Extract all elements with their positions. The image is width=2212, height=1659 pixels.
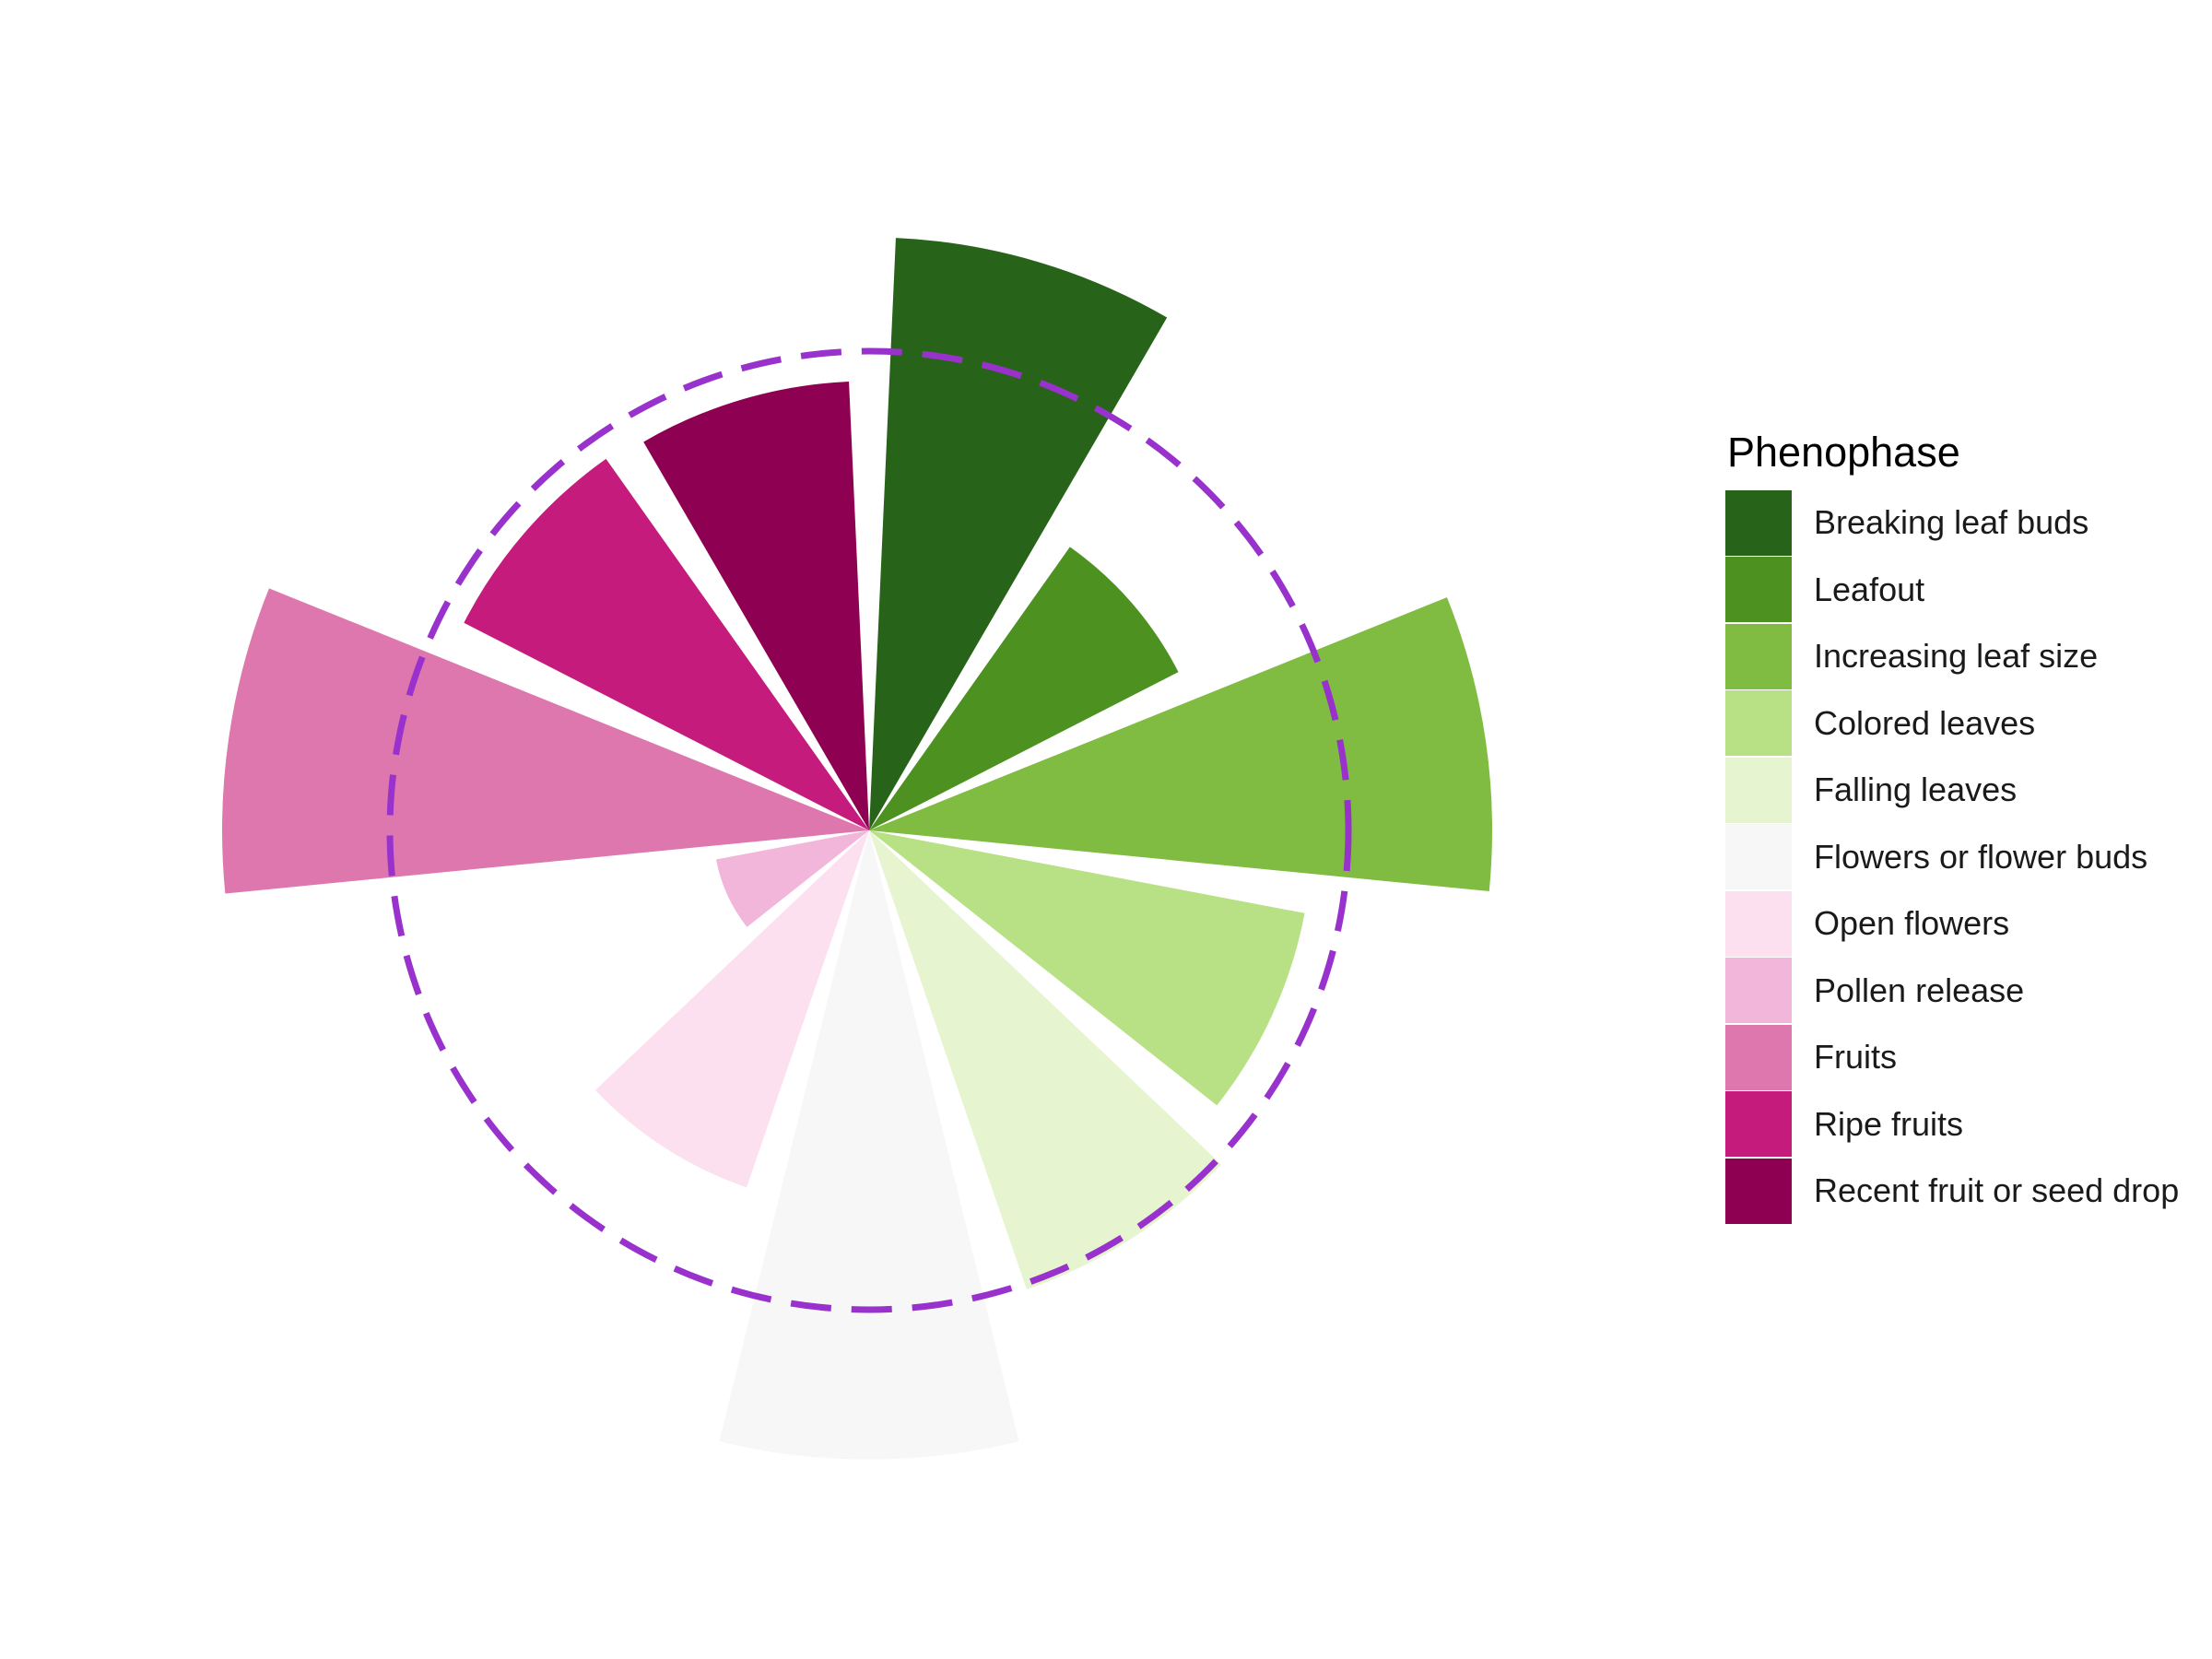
legend-key-open-flowers <box>1725 890 1792 957</box>
legend-key-leafout <box>1725 557 1792 623</box>
bar-ripe-fruits <box>464 458 869 830</box>
bar-leafout <box>869 547 1179 830</box>
legend-key-pollen-release <box>1725 958 1792 1024</box>
legend-label-colored-leaves: Colored leaves <box>1814 703 2036 742</box>
legend-label-ripe-fruits: Ripe fruits <box>1814 1104 1964 1143</box>
legend-label-fruits: Fruits <box>1814 1038 1897 1077</box>
legend-label-pollen-release: Pollen release <box>1814 971 2025 1009</box>
legend: Phenophase Breaking leaf buds Leafout Incr… <box>1725 431 2179 1225</box>
bar-fruits <box>222 588 869 894</box>
polar-bar-chart <box>222 238 1492 1460</box>
legend-item-flowers-or-flower-buds: Flowers or flower buds <box>1725 824 2179 891</box>
legend-label-open-flowers: Open flowers <box>1814 904 2010 943</box>
legend-key-fruits <box>1725 1024 1792 1090</box>
legend-item-open-flowers: Open flowers <box>1725 890 2179 958</box>
legend-key-colored-leaves <box>1725 690 1792 757</box>
legend-label-falling-leaves: Falling leaves <box>1814 771 2018 809</box>
bar-breaking-leaf-buds <box>869 238 1168 830</box>
bar-recent-fruit-or-seed-drop <box>643 381 869 830</box>
legend-key-increasing-leaf-size <box>1725 623 1792 689</box>
legend-key-flowers-or-flower-buds <box>1725 824 1792 890</box>
legend-label-leafout: Leafout <box>1814 570 1925 608</box>
legend-item-leafout: Leafout <box>1725 557 2179 624</box>
legend-item-recent-fruit-or-seed-drop: Recent fruit or seed drop <box>1725 1158 2179 1225</box>
bar-falling-leaves <box>869 830 1221 1289</box>
legend-title: Phenophase <box>1727 429 1960 476</box>
legend-key-ripe-fruits <box>1725 1091 1792 1158</box>
bar-increasing-leaf-size <box>869 597 1492 892</box>
reference-circle <box>386 347 1352 1313</box>
legend-label-breaking-leaf-buds: Breaking leaf buds <box>1814 503 2089 542</box>
legend-item-colored-leaves: Colored leaves <box>1725 690 2179 758</box>
legend-key-falling-leaves <box>1725 757 1792 823</box>
bar-flowers-or-flower-buds <box>719 830 1019 1460</box>
legend-item-falling-leaves: Falling leaves <box>1725 757 2179 824</box>
legend-key-breaking-leaf-buds <box>1725 489 1792 556</box>
legend-item-increasing-leaf-size: Increasing leaf size <box>1725 623 2179 690</box>
legend-label-increasing-leaf-size: Increasing leaf size <box>1814 637 2099 676</box>
legend-label-recent-fruit-or-seed-drop: Recent fruit or seed drop <box>1814 1171 2180 1210</box>
legend-item-ripe-fruits: Ripe fruits <box>1725 1091 2179 1159</box>
legend-item-pollen-release: Pollen release <box>1725 958 2179 1025</box>
legend-item-fruits: Fruits <box>1725 1024 2179 1091</box>
bar-colored-leaves <box>869 830 1305 1106</box>
legend-key-recent-fruit-or-seed-drop <box>1725 1158 1792 1224</box>
legend-label-flowers-or-flower-buds: Flowers or flower buds <box>1814 837 2148 876</box>
bars-group <box>222 238 1492 1460</box>
bar-open-flowers <box>594 830 869 1188</box>
legend-item-breaking-leaf-buds: Breaking leaf buds <box>1725 489 2179 557</box>
bar-pollen-release <box>715 830 869 927</box>
legend-items: Breaking leaf buds Leafout Increasing leaf… <box>1725 489 2179 1225</box>
